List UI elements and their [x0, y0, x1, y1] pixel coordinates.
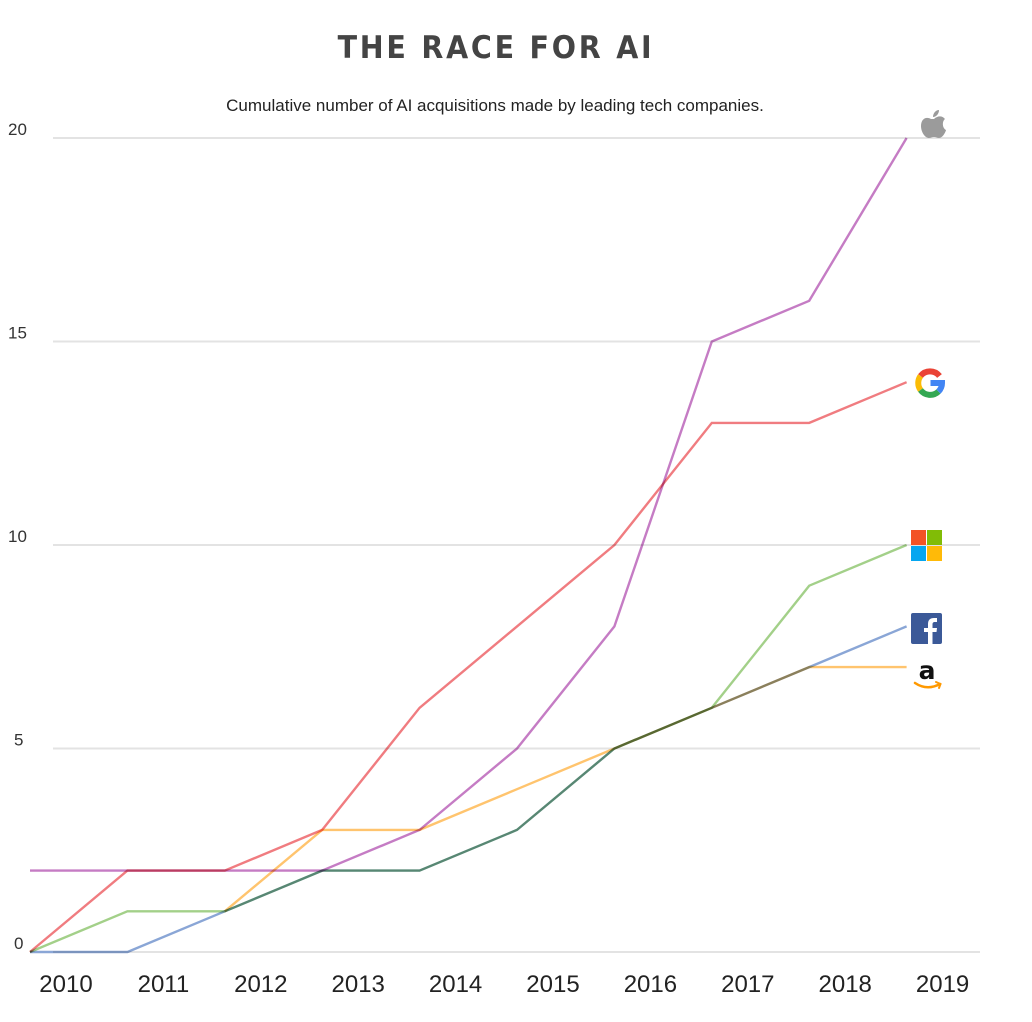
svg-text:a: a: [919, 656, 936, 685]
y-axis: 0 5 10 15 20: [8, 120, 27, 953]
x-tick-label: 2013: [332, 971, 385, 998]
x-tick-label: 2012: [234, 971, 287, 998]
x-tick-label: 2017: [721, 971, 774, 998]
y-tick-label: 5: [14, 731, 23, 750]
google-logo-icon: [915, 368, 946, 398]
x-tick-label: 2014: [429, 971, 482, 998]
series-lines: [29, 137, 908, 954]
series-line-facebook: [30, 625, 908, 954]
x-tick-label: 2018: [819, 971, 872, 998]
x-tick-label: 2019: [916, 971, 969, 998]
x-tick-label: 2011: [138, 971, 190, 998]
apple-logo-icon: [921, 110, 946, 138]
facebook-logo-icon: [911, 613, 942, 644]
series-logos: a: [911, 110, 946, 689]
x-tick-label: 2010: [39, 971, 92, 998]
microsoft-logo-icon: [911, 530, 942, 561]
x-tick-label: 2015: [526, 971, 579, 998]
chart-title: THE RACE FOR AI: [337, 30, 655, 66]
y-tick-label: 0: [14, 934, 23, 953]
y-tick-label: 20: [8, 120, 27, 139]
chart-subtitle: Cumulative number of AI acquisitions mad…: [226, 96, 764, 115]
series-line-google: [29, 381, 908, 953]
y-tick-label: 15: [8, 324, 27, 343]
x-axis: 2010 2011 2012 2013 2014 2015 2016 2017 2018 2019: [39, 971, 969, 998]
x-tick-label: 2016: [624, 971, 677, 998]
series-line-apple: [30, 137, 908, 872]
y-tick-label: 10: [8, 527, 27, 546]
amazon-logo-icon: a: [913, 656, 942, 689]
